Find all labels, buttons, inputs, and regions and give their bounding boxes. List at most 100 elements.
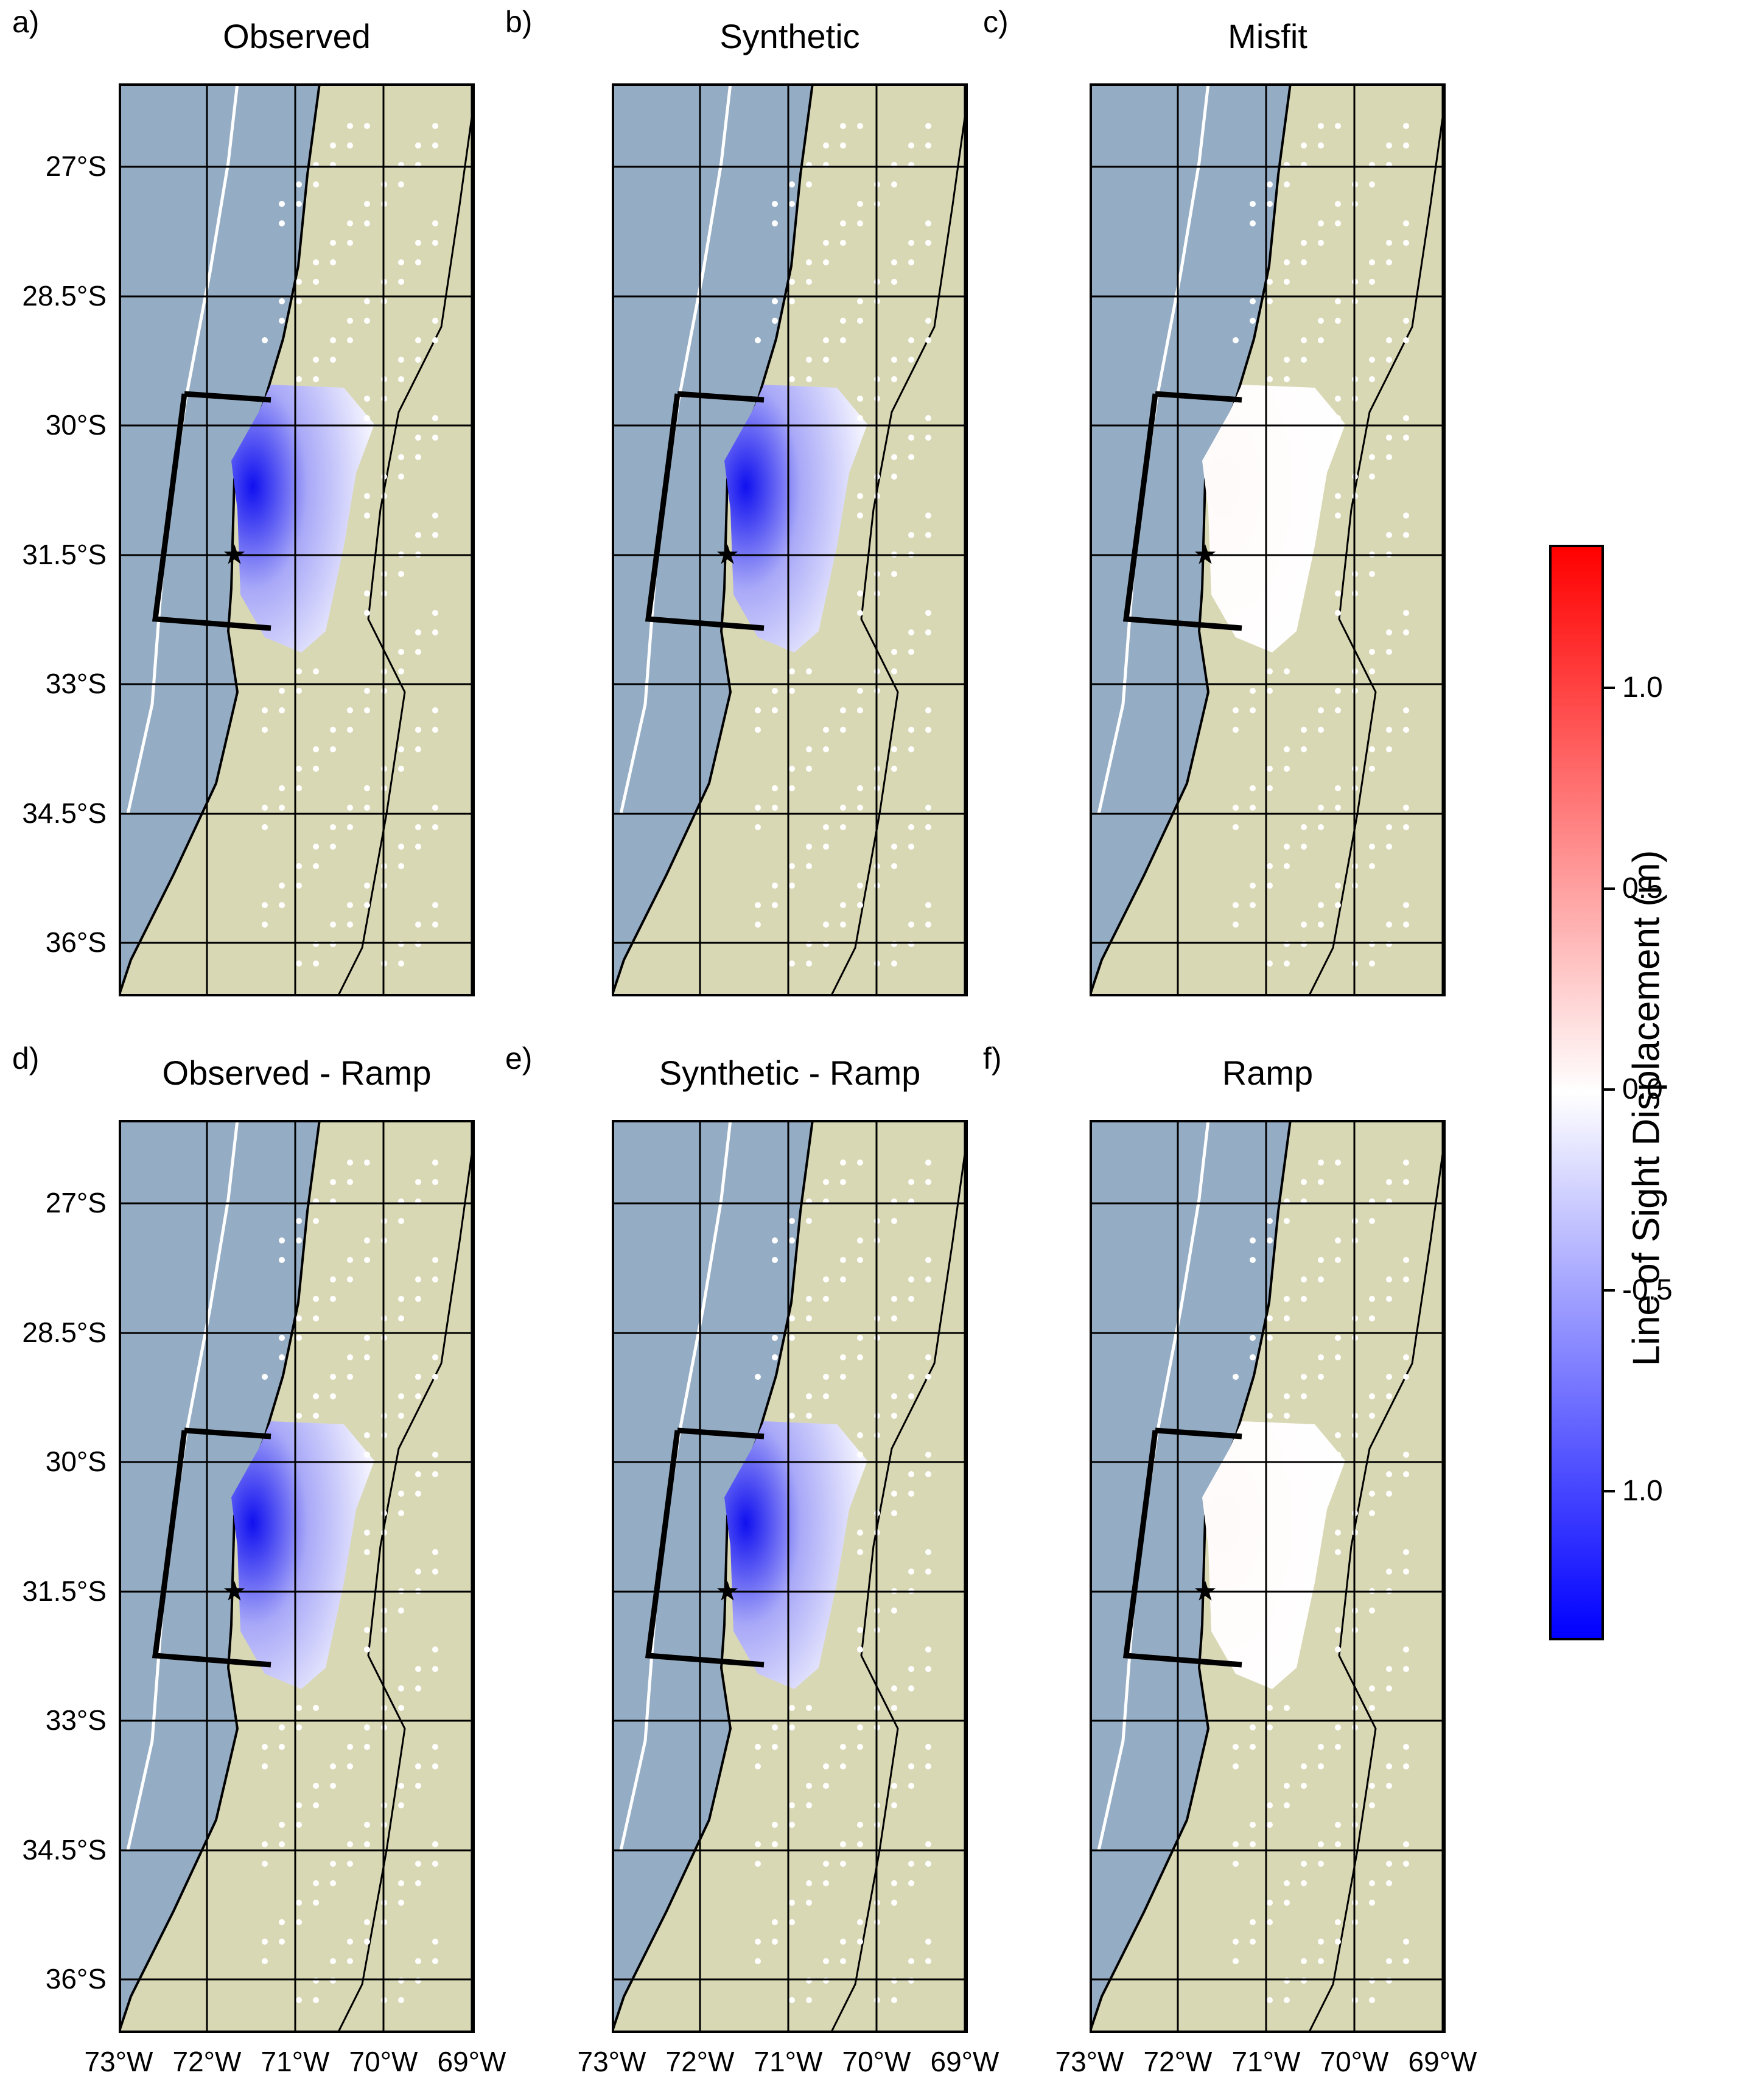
data-point xyxy=(925,1666,931,1672)
data-point xyxy=(415,1179,421,1185)
data-point xyxy=(1267,1705,1273,1711)
data-point xyxy=(330,357,336,363)
data-point xyxy=(398,1413,404,1419)
data-point xyxy=(1250,1724,1256,1730)
data-point xyxy=(432,1958,438,1964)
data-point xyxy=(1250,1822,1256,1828)
data-point xyxy=(1369,766,1375,772)
data-point xyxy=(1318,1374,1324,1380)
data-point xyxy=(908,844,914,850)
data-point xyxy=(432,1666,438,1672)
data-point xyxy=(1335,1919,1341,1925)
data-point xyxy=(330,727,336,733)
data-point xyxy=(755,727,761,733)
displacement-field xyxy=(231,385,374,652)
data-point xyxy=(1335,123,1341,129)
data-point xyxy=(1301,844,1307,850)
data-point xyxy=(313,1880,319,1886)
data-point xyxy=(1318,240,1324,246)
data-point xyxy=(398,766,404,772)
data-point xyxy=(398,1491,404,1497)
data-point xyxy=(1267,1237,1273,1244)
data-point xyxy=(432,1861,438,1867)
data-point xyxy=(925,142,931,149)
data-point xyxy=(398,960,404,967)
lat-label: 31.5°S xyxy=(22,1575,107,1607)
data-point xyxy=(789,1413,795,1419)
data-point xyxy=(857,1354,863,1360)
lat-label: 36°S xyxy=(45,1963,107,1995)
data-point xyxy=(398,357,404,363)
data-point xyxy=(364,1354,370,1360)
data-point xyxy=(364,1919,370,1925)
data-point xyxy=(330,240,336,246)
data-point xyxy=(755,1374,761,1380)
data-point xyxy=(1284,766,1290,772)
data-point xyxy=(1335,1549,1341,1555)
data-point xyxy=(1403,142,1409,149)
data-point xyxy=(432,1549,438,1555)
lat-label: 27°S xyxy=(45,150,107,182)
fault-box xyxy=(645,391,765,631)
data-point xyxy=(1386,922,1392,928)
data-point xyxy=(1335,1335,1341,1341)
data-point xyxy=(330,1763,336,1769)
data-point xyxy=(415,844,421,850)
data-point xyxy=(279,1335,285,1341)
data-point xyxy=(279,785,285,791)
data-point xyxy=(432,513,438,519)
data-point xyxy=(415,1763,421,1769)
data-point xyxy=(1403,727,1409,733)
data-point xyxy=(1335,201,1341,207)
data-point xyxy=(823,1276,829,1282)
lon-label: 70°W xyxy=(349,2046,418,2077)
data-point xyxy=(347,922,353,928)
data-point xyxy=(398,259,404,265)
data-point xyxy=(1250,883,1256,889)
data-point xyxy=(415,435,421,441)
data-point xyxy=(908,240,914,246)
data-point xyxy=(1369,1607,1375,1614)
data-point xyxy=(296,1218,302,1224)
epicenter-star xyxy=(223,544,245,564)
data-point xyxy=(891,357,897,363)
data-point xyxy=(1403,220,1409,226)
data-point xyxy=(313,844,319,850)
data-point xyxy=(296,960,302,967)
displacement-field xyxy=(1202,1421,1345,1689)
data-point xyxy=(925,902,931,908)
data-point xyxy=(891,1607,897,1614)
map-d xyxy=(119,1120,475,2033)
data-point xyxy=(1386,1374,1392,1380)
data-point xyxy=(432,435,438,441)
fault-box xyxy=(1122,1427,1242,1668)
data-point xyxy=(1403,318,1409,324)
data-point xyxy=(1335,1354,1341,1360)
data-point xyxy=(1250,707,1256,713)
data-point xyxy=(908,1685,914,1691)
data-point xyxy=(1386,1296,1392,1302)
lon-label: 69°W xyxy=(1408,2046,1477,2077)
data-point xyxy=(772,220,778,226)
border-line xyxy=(830,1132,968,2033)
data-point xyxy=(908,337,914,343)
panel-letter-b: b) xyxy=(505,5,533,39)
data-point xyxy=(313,181,319,187)
data-point xyxy=(1335,805,1341,811)
data-point xyxy=(347,1354,353,1360)
data-point xyxy=(330,1958,336,1964)
data-point xyxy=(398,844,404,850)
data-point xyxy=(296,1335,302,1341)
data-point xyxy=(823,1393,829,1399)
data-point xyxy=(891,1296,897,1302)
lon-label: 71°W xyxy=(261,2046,330,2077)
data-point xyxy=(1250,1744,1256,1750)
data-point xyxy=(364,493,370,499)
data-point xyxy=(279,902,285,908)
data-point xyxy=(806,1296,812,1302)
data-point xyxy=(398,668,404,674)
lat-label: 30°S xyxy=(45,409,107,441)
data-point xyxy=(1403,1763,1409,1769)
data-point xyxy=(1301,922,1307,928)
data-point xyxy=(1386,1958,1392,1964)
